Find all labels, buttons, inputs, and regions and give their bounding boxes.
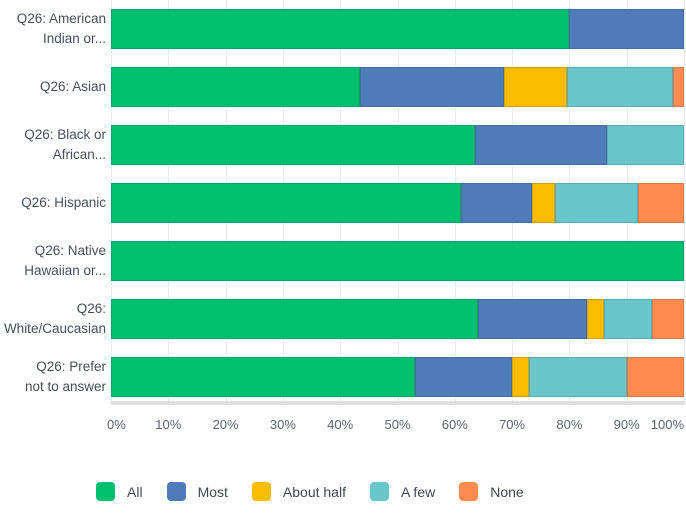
legend-item-none[interactable]: None (459, 482, 524, 501)
bar-segment-a-few[interactable] (606, 125, 684, 165)
bar-segment-all[interactable] (111, 67, 361, 107)
bar-segment-all[interactable] (111, 299, 478, 339)
bar-segment-about-half[interactable] (512, 357, 530, 397)
category-label: Q26: White/Caucasian (3, 301, 106, 336)
legend-label: About half (282, 483, 346, 500)
x-tick-label: 70% (499, 417, 526, 432)
bar-segment-all[interactable] (111, 125, 475, 165)
bar-segment-a-few[interactable] (529, 357, 627, 397)
bar-segment-none[interactable] (638, 183, 684, 223)
gridline (684, 0, 685, 401)
bar-row (111, 9, 684, 49)
bar-segment-all[interactable] (111, 183, 461, 223)
bar-row (111, 299, 684, 339)
category-label: Q26: Black or African... (24, 127, 106, 162)
bar-segment-all[interactable] (111, 357, 415, 397)
legend-swatch (251, 482, 271, 501)
x-tick-label: 80% (556, 417, 583, 432)
bar-segment-most[interactable] (569, 9, 684, 49)
x-tick-label: 50% (384, 417, 411, 432)
legend-swatch (459, 482, 479, 501)
legend-swatch (166, 482, 186, 501)
x-tick-label: 60% (441, 417, 468, 432)
legend-item-all[interactable]: All (96, 482, 143, 501)
bar-segment-most[interactable] (414, 357, 513, 397)
x-axis-baseline (111, 401, 685, 405)
bar-segment-most[interactable] (460, 183, 533, 223)
x-tick-label: 90% (613, 417, 640, 432)
x-tick-label: 10% (155, 417, 182, 432)
legend-item-most[interactable]: Most (166, 482, 228, 501)
bar-row (111, 125, 684, 165)
bar-segment-all[interactable] (111, 241, 684, 281)
bar-segment-a-few[interactable] (566, 67, 673, 107)
plot-area (111, 0, 685, 405)
bar-segment-a-few[interactable] (603, 299, 653, 339)
category-label: Q26: Native Hawaiian or... (24, 243, 106, 278)
x-tick-label: 30% (269, 417, 296, 432)
bar-segment-about-half[interactable] (532, 183, 556, 223)
category-label: Q26: Hispanic (21, 195, 106, 210)
x-tick-label: 20% (212, 417, 239, 432)
bar-row (111, 67, 684, 107)
legend-swatch (369, 482, 389, 501)
category-label: Q26: Prefer not to answer (24, 359, 106, 394)
bar-segment-a-few[interactable] (555, 183, 639, 223)
legend-label: Most (197, 483, 228, 500)
bar-segment-most[interactable] (360, 67, 504, 107)
legend-item-a-few[interactable]: A few (369, 482, 436, 501)
bar-row (111, 357, 684, 397)
legend-item-about-half[interactable]: About half (251, 482, 346, 501)
category-axis: Q26: American Indian or... Q26: Asian Q26:… (0, 0, 106, 401)
bar-segment-most[interactable] (477, 299, 587, 339)
legend-label: All (127, 483, 143, 500)
legend-swatch (96, 482, 115, 501)
bar-segment-about-half[interactable] (586, 299, 604, 339)
x-tick-label: 40% (327, 417, 354, 432)
bar-row (111, 241, 684, 281)
x-axis: 0% 10% 20% 30% 40% 50% 60% 70% 80% 90% 100% (0, 417, 686, 437)
x-tick-label: 100% (650, 417, 684, 432)
legend-label: A few (400, 483, 436, 500)
bar-segment-all[interactable] (111, 9, 570, 49)
bar-segment-about-half[interactable] (503, 67, 567, 107)
bar-segment-most[interactable] (474, 125, 607, 165)
legend: All Most About half A few None (96, 482, 524, 501)
bar-row (111, 183, 684, 223)
bar-segment-none[interactable] (672, 67, 684, 107)
category-label: Q26: American Indian or... (16, 11, 106, 46)
bar-segment-none[interactable] (652, 299, 684, 339)
category-label: Q26: Asian (39, 79, 106, 94)
x-tick-label: 0% (107, 417, 126, 432)
legend-label: None (490, 483, 524, 500)
bar-segment-none[interactable] (626, 357, 684, 397)
